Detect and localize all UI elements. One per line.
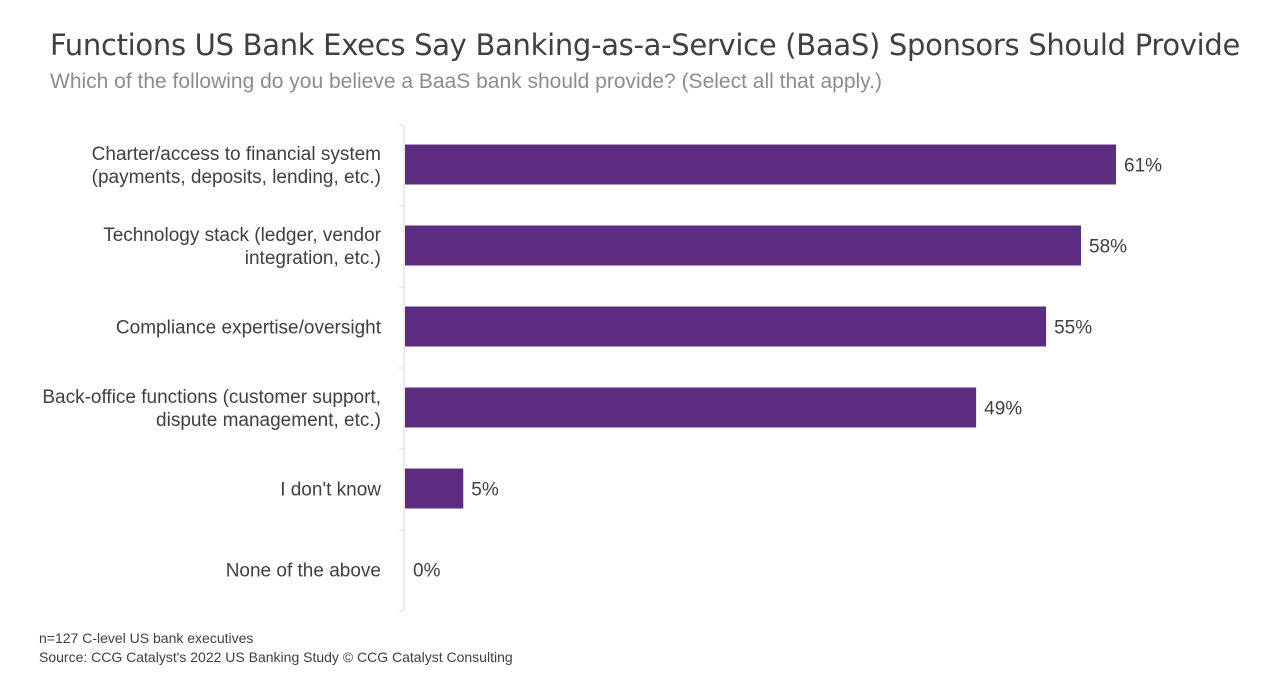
- category-label-line: Compliance expertise/oversight: [116, 318, 382, 339]
- category-label-line: (payments, deposits, lending, etc.): [92, 167, 381, 188]
- category-label: Compliance expertise/oversight: [116, 318, 382, 339]
- category-label: Back-office functions (customer support,…: [42, 387, 381, 431]
- source-footnote: Source: CCG Catalyst's 2022 US Banking S…: [39, 649, 513, 665]
- data-label: 61%: [1124, 156, 1162, 177]
- category-label: Charter/access to financial system (payme…: [92, 144, 381, 188]
- bar: [405, 306, 1047, 347]
- data-label: 49%: [984, 399, 1022, 420]
- chart-title: Functions US Bank Execs Say Banking-as-a…: [50, 28, 1241, 62]
- chart-subtitle: Which of the following do you believe a …: [50, 70, 882, 93]
- bar: [405, 144, 1116, 185]
- bar: [405, 468, 464, 509]
- category-label-line: Back-office functions (customer support,: [42, 387, 381, 408]
- bar: [405, 387, 977, 428]
- category-label-line: Technology stack (ledger, vendor: [103, 225, 381, 246]
- category-label-line: I don't know: [280, 480, 381, 501]
- category-label: None of the above: [226, 561, 381, 582]
- category-label-line: integration, etc.): [245, 248, 381, 269]
- data-label: 55%: [1054, 318, 1092, 339]
- data-label: 0%: [413, 561, 441, 582]
- category-label-line: dispute management, etc.): [156, 410, 381, 431]
- category-label: I don't know: [280, 480, 381, 501]
- bar: [405, 225, 1082, 266]
- category-label: Technology stack (ledger, vendor integrat…: [103, 225, 381, 269]
- sample-footnote: n=127 C-level US bank executives: [39, 630, 254, 646]
- data-label: 58%: [1089, 237, 1127, 258]
- category-label-line: None of the above: [226, 561, 381, 582]
- data-label: 5%: [471, 480, 499, 501]
- category-label-line: Charter/access to financial system: [92, 144, 381, 165]
